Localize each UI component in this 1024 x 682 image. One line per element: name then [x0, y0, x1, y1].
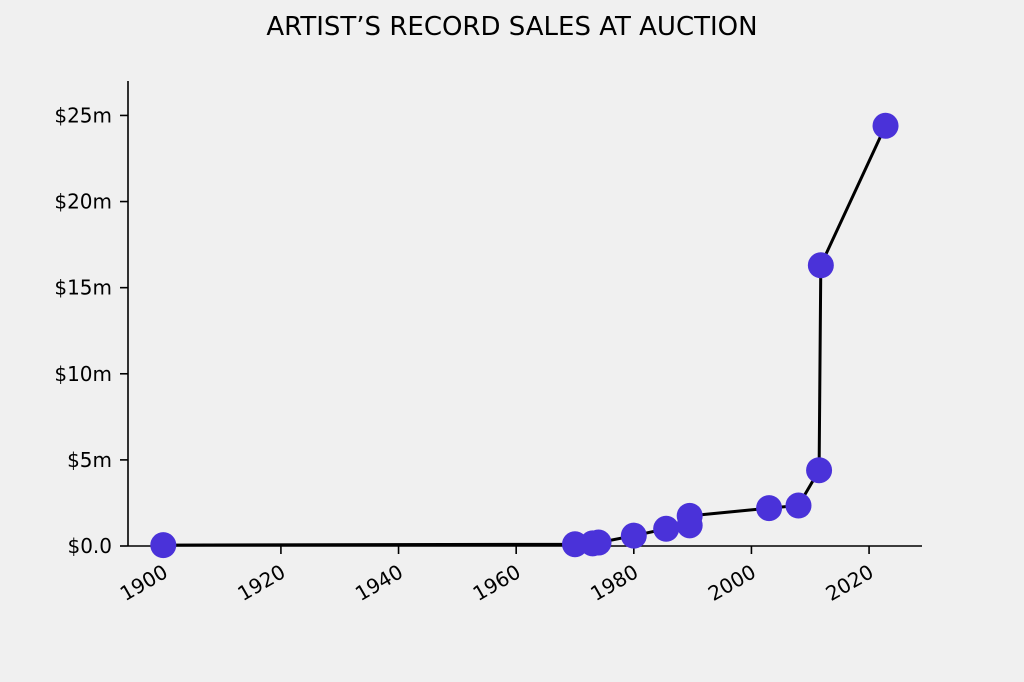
y-tick-label: $5m — [67, 448, 112, 472]
x-tick-label: 2020 — [821, 560, 877, 606]
y-tick-label: $25m — [54, 103, 112, 127]
data-point — [785, 492, 812, 519]
chart-title: ARTIST’S RECORD SALES AT AUCTION — [266, 12, 757, 42]
data-point — [807, 252, 834, 279]
data-point — [756, 495, 783, 522]
y-tick-label: $0.0 — [67, 534, 112, 558]
data-point — [620, 522, 647, 549]
x-tick-label: 1980 — [586, 560, 642, 606]
data-point — [806, 457, 833, 484]
y-tick-label: $20m — [54, 190, 112, 214]
x-tick-label: 1940 — [351, 560, 407, 606]
y-ticks: $0.0 $5m $10m $15m $20m $25m — [54, 103, 128, 558]
x-tick-label: 2000 — [704, 560, 760, 606]
data-point — [150, 532, 177, 559]
y-tick-label: $10m — [54, 362, 112, 386]
y-tick-label: $15m — [54, 276, 112, 300]
x-tick-label: 1960 — [469, 560, 525, 606]
x-tick-label: 1920 — [233, 560, 289, 606]
x-tick-label: 1900 — [116, 560, 172, 606]
series-line — [163, 125, 887, 547]
data-point — [676, 502, 703, 529]
data-point — [653, 515, 680, 542]
data-point — [585, 529, 612, 556]
series-markers — [150, 112, 899, 559]
x-ticks: 1900 1920 1940 1960 1980 2000 2020 — [116, 546, 878, 606]
axes — [127, 81, 922, 547]
data-point — [872, 112, 899, 139]
